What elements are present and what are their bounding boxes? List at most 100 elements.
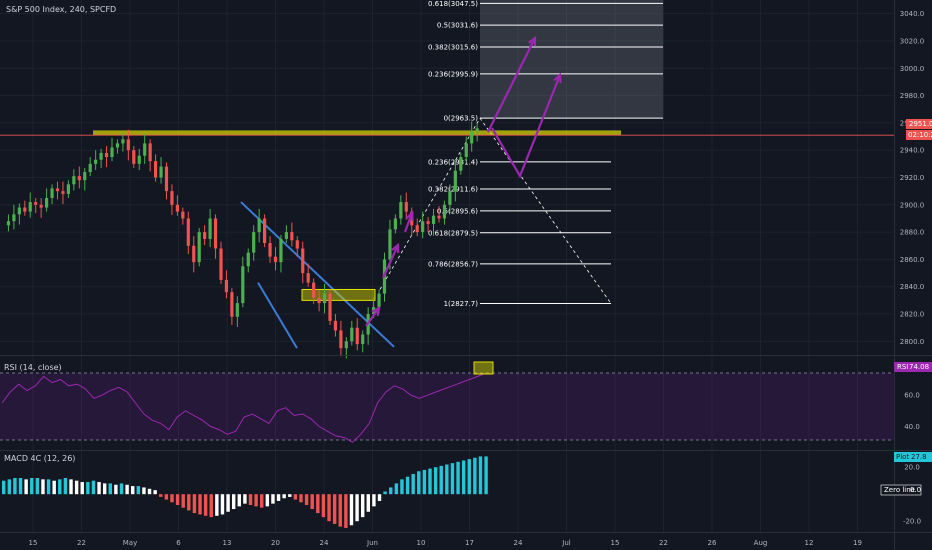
price-tick-label: 2800.0 [900,338,925,346]
candle-body [333,320,338,331]
candle-body [252,232,256,253]
macd-bar [114,484,118,495]
candle-body [377,293,381,308]
price-tick-label: 2820.0 [900,311,925,319]
chart-title: S&P 500 Index, 240, SPCFD [6,5,116,14]
time-tick-label: 6 [176,539,181,547]
time-tick-label: 26 [708,539,717,547]
macd-bar [131,486,135,495]
fib-level-label: 0.5(2895.6) [437,207,478,215]
price-zones [0,130,894,301]
macd-bar [58,479,62,495]
time-tick-label: 10 [417,539,426,547]
macd-pane: MACD 4C (12, 26) 20.0 -20.0 Plot 27.8 Zer… [2,452,932,528]
macd-value-label: 27.8 [911,453,927,461]
macd-bar [220,494,225,515]
time-tick-label: 24 [514,539,523,547]
candle-body [273,256,278,263]
rsi-value-label: 74.08 [909,363,929,371]
time-tick-label: 13 [223,539,232,547]
macd-bar [248,494,253,505]
macd-bar [344,494,348,528]
candle-body [132,150,136,164]
price-tick-label: 3000.0 [900,65,925,73]
macd-bar [125,484,129,495]
candle-body [99,152,103,160]
candle-body [448,191,452,205]
candle-body [181,211,185,219]
macd-bar [41,479,45,495]
candle-body [241,266,245,304]
candle-body [83,172,87,181]
macd-bar [13,478,17,495]
macd-bar [91,480,96,495]
macd-bar [175,494,180,505]
candle-body [23,207,27,212]
projection-arrows [365,35,562,327]
macd-bar [400,479,404,495]
macd-bar [282,494,286,499]
candle-body [415,225,419,233]
rsi-badge: RSI [897,363,908,371]
candle-body [442,204,447,219]
macd-bar [288,494,292,497]
time-tick-label: 12 [805,539,814,547]
macd-bar [484,456,488,495]
price-marker [906,119,932,129]
candle-body [317,297,321,304]
candle-body [170,191,174,205]
macd-bar [299,494,303,503]
candle-body [246,252,250,267]
projection-arrow-retest [491,74,562,179]
macd-bar [428,468,432,495]
macd-bar [304,494,309,505]
candle-body [361,334,365,345]
fib-level-label: 0.236(2931.4) [428,158,478,166]
projection-arrow-rally-head [391,242,400,254]
macd-bar [74,480,79,495]
macd-tick-label: 20.0 [904,464,920,472]
macd-bar [35,478,40,495]
candle-body [464,143,468,158]
countdown-label: 02:10:27 [908,131,932,139]
zero-line-marker [880,484,922,496]
macd-bar [327,494,331,522]
price-pane: 0.618(3047.5) 0.5(3031.6) 0.382(3015.6) 0.2… [0,0,932,359]
rsi-title: RSI (14, close) [4,363,62,372]
candle-body [17,207,21,215]
rsi-line [1,372,487,443]
candle-body [66,184,70,194]
resistance-zone [93,130,621,136]
candle-body [235,303,239,317]
fib-level-label: 0.5(3031.6) [437,22,478,30]
macd-bar [473,457,477,495]
macd-bar [181,494,185,508]
macd-bar [24,479,28,495]
candle-body [154,161,158,178]
projection-arrow-rally [381,244,400,279]
macd-bar [478,456,483,495]
time-tick-label: Aug [754,539,768,547]
rsi-tick-label: 40.0 [904,423,920,431]
macd-bar [389,487,393,495]
price-tick-label: 2900.0 [900,201,925,209]
macd-bar [450,463,455,495]
time-tick-label: 24 [320,539,329,547]
fib-level-label: 0.382(3015.6) [428,43,478,51]
candle-body [121,139,125,144]
macd-bar [86,482,90,495]
macd-bar [467,459,471,495]
macd-bar [69,479,73,495]
macd-bar [231,494,236,510]
fib-extension-box [480,0,663,119]
projection-arrow-retest-head [553,72,562,84]
macd-bar [456,461,460,495]
macd-bar [293,494,298,500]
macd-title: MACD 4C (12, 26) [4,454,75,463]
macd-bar [439,465,443,495]
candle-body [355,327,359,345]
projection-arrow-up-head [527,35,537,47]
macd-bar [80,482,84,495]
rsi-series-line [1,372,487,443]
